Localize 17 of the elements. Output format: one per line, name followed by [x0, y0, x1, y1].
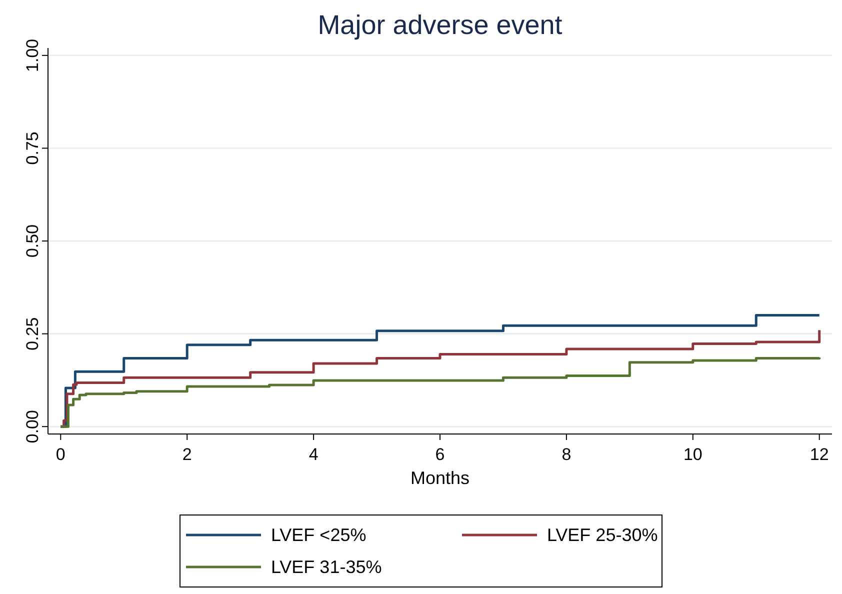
x-tick-label: 6 [435, 445, 445, 464]
x-tick-label: 4 [308, 445, 318, 464]
y-tick-label: 0.00 [23, 410, 42, 444]
legend-label: LVEF <25% [271, 525, 366, 545]
legend-label: LVEF 31-35% [271, 557, 382, 577]
legend-label: LVEF 25-30% [547, 525, 658, 545]
x-tick-label: 0 [56, 445, 66, 464]
x-tick-label: 12 [810, 445, 829, 464]
x-axis-title: Months [410, 468, 470, 488]
y-tick-label: 0.75 [23, 132, 42, 165]
y-tick-label: 1.00 [23, 38, 42, 72]
y-tick-label: 0.50 [23, 224, 42, 258]
y-tick-label: 0.25 [23, 317, 42, 350]
x-tick-label: 10 [683, 445, 702, 464]
x-tick-label: 2 [182, 445, 192, 464]
x-tick-label: 8 [562, 445, 572, 464]
chart-title: Major adverse event [318, 10, 563, 40]
